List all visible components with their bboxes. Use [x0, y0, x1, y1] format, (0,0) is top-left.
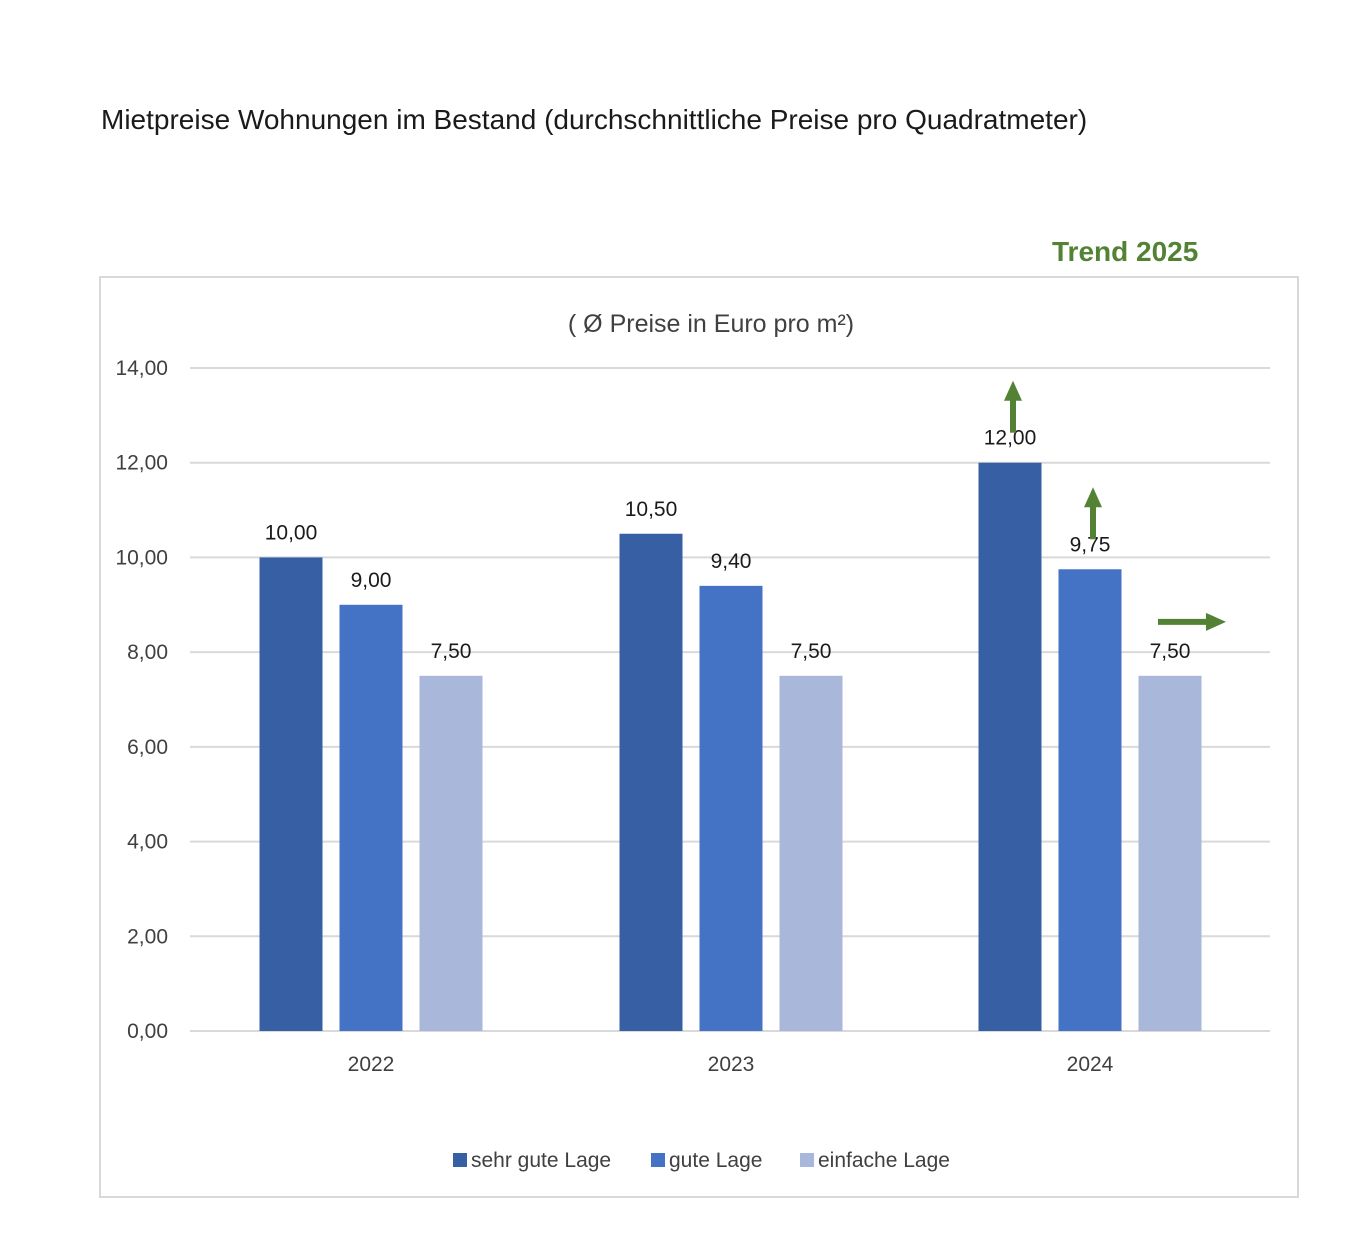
legend-swatch: [800, 1153, 814, 1167]
bar: [699, 585, 763, 1031]
legend-label: einfache Lage: [818, 1149, 950, 1172]
chart-title: ( Ø Preise in Euro pro m²): [568, 310, 854, 338]
bar-data-label: 10,50: [625, 498, 678, 521]
bar-data-label: 10,00: [265, 521, 318, 544]
bar: [779, 675, 843, 1031]
y-tick-label: 12,00: [115, 452, 168, 475]
trend-2025-label: Trend 2025: [1052, 236, 1199, 267]
bar: [419, 675, 483, 1031]
bar: [619, 533, 683, 1031]
bar-data-label: 7,50: [1150, 640, 1191, 663]
legend-swatch: [453, 1153, 467, 1167]
y-tick-label: 4,00: [127, 831, 168, 854]
y-tick-label: 10,00: [115, 546, 168, 569]
bar-data-label: 12,00: [984, 427, 1037, 450]
bar: [978, 462, 1042, 1031]
x-tick-label: 2022: [348, 1053, 395, 1076]
bar: [339, 604, 403, 1031]
bar-data-label: 7,50: [431, 640, 472, 663]
trend-right-arrow-icon: [1206, 612, 1226, 631]
bar-data-label: 9,75: [1070, 533, 1111, 556]
legend-label: sehr gute Lage: [471, 1149, 611, 1172]
legend-label: gute Lage: [669, 1149, 762, 1172]
legend-swatch: [651, 1153, 665, 1167]
x-tick-label: 2023: [708, 1053, 755, 1076]
y-tick-label: 2,00: [127, 925, 168, 948]
bar-data-label: 9,00: [351, 569, 392, 592]
y-tick-label: 14,00: [115, 357, 168, 380]
y-tick-label: 8,00: [127, 641, 168, 664]
x-tick-label: 2024: [1067, 1053, 1114, 1076]
chart-frame: [99, 276, 1299, 1198]
y-tick-label: 6,00: [127, 736, 168, 759]
trend-up-arrow-icon: [1084, 487, 1102, 508]
bar-data-label: 9,40: [711, 550, 752, 573]
bar-data-label: 7,50: [791, 640, 832, 663]
trend-up-arrow-icon: [1004, 380, 1022, 401]
bar: [1058, 569, 1122, 1031]
bar: [1138, 675, 1202, 1031]
page-title: Mietpreise Wohnungen im Bestand (durchsc…: [101, 104, 1088, 135]
bar: [259, 557, 323, 1031]
y-tick-label: 0,00: [127, 1020, 168, 1043]
